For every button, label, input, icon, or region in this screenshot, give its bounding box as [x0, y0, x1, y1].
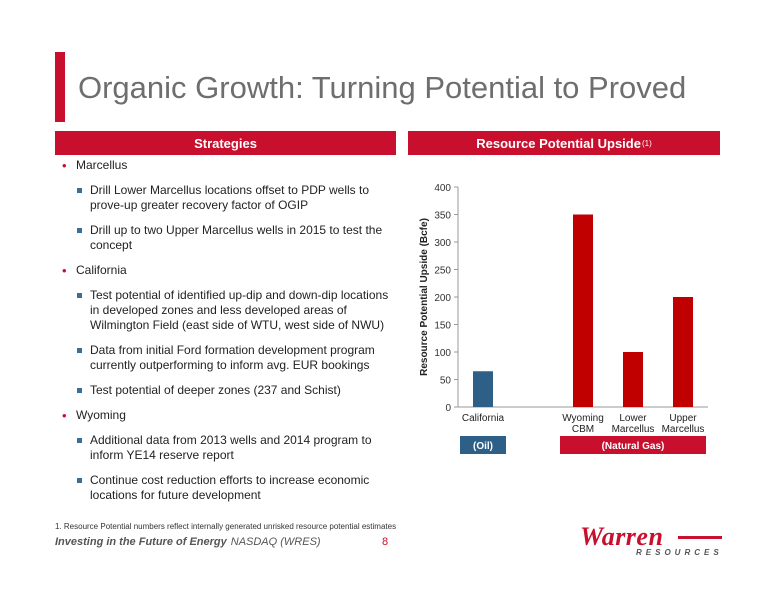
- bullet-dot-icon: •: [62, 263, 67, 278]
- strategies-list: • Marcellus Drill Lower Marcellus locati…: [62, 158, 392, 513]
- x-tick-label: California: [462, 413, 505, 424]
- sub-bullet-text: Test potential of deeper zones (237 and …: [90, 383, 341, 397]
- page-number: 8: [382, 536, 389, 548]
- logo-swoosh: [678, 536, 722, 539]
- bullet-dot-icon: •: [62, 158, 67, 173]
- logo-subtitle: RESOURCES: [636, 548, 723, 557]
- sub-bullet: Data from initial Ford formation develop…: [62, 343, 392, 373]
- strategies-header-label: Strategies: [194, 135, 257, 151]
- resource-header: Resource Potential Upside (1): [408, 131, 720, 155]
- x-tick-label: Marcellus: [612, 424, 655, 435]
- group-label: (Oil): [473, 441, 493, 452]
- square-bullet-icon: [77, 293, 82, 298]
- sub-bullet: Test potential of identified up-dip and …: [62, 288, 392, 333]
- logo-name: Warren: [580, 522, 664, 551]
- square-bullet-icon: [77, 438, 82, 443]
- ticker-text: NASDAQ (WRES): [230, 536, 321, 548]
- bar: [673, 297, 693, 407]
- bullet-label: Marcellus: [76, 158, 128, 172]
- bar: [473, 371, 493, 407]
- sub-bullet-text: Drill Lower Marcellus locations offset t…: [90, 183, 369, 212]
- square-bullet-icon: [77, 478, 82, 483]
- y-tick-label: 200: [434, 293, 451, 304]
- x-tick-label: Wyoming: [562, 413, 604, 424]
- group-label: (Natural Gas): [602, 441, 665, 452]
- title-accent-bar: [55, 52, 65, 122]
- sub-bullet: Drill up to two Upper Marcellus wells in…: [62, 223, 392, 253]
- sub-bullet-text: Continue cost reduction efforts to incre…: [90, 473, 370, 502]
- sub-bullet-text: Drill up to two Upper Marcellus wells in…: [90, 223, 383, 252]
- tagline-text: Investing in the Future of Energy: [55, 536, 227, 548]
- square-bullet-icon: [77, 388, 82, 393]
- footer-tagline: Investing in the Future of Energy NASDAQ …: [55, 536, 321, 548]
- sub-bullet-text: Data from initial Ford formation develop…: [90, 343, 375, 372]
- resource-potential-chart: 0 50 100 150 200 250 300 350 400 Resource Potenti…: [408, 175, 720, 465]
- y-tick-label: 50: [440, 376, 452, 387]
- sub-bullet: Additional data from 2013 wells and 2014…: [62, 433, 392, 463]
- bullet-marcellus: • Marcellus: [62, 158, 392, 173]
- y-tick-label: 0: [445, 403, 451, 414]
- bullet-label: California: [76, 263, 127, 277]
- bullet-california: • California: [62, 263, 392, 278]
- y-tick-label: 300: [434, 238, 451, 249]
- bullet-label: Wyoming: [76, 408, 126, 422]
- sub-bullet: Continue cost reduction efforts to incre…: [62, 473, 392, 503]
- resource-header-footnote-ref: (1): [641, 138, 652, 148]
- y-axis-title: Resource Potential Upside (Bcfe): [419, 218, 430, 376]
- x-tick-label: Upper: [669, 413, 697, 424]
- sub-bullet-text: Test potential of identified up-dip and …: [90, 288, 389, 332]
- y-tick-label: 250: [434, 266, 451, 277]
- group-box: [560, 436, 706, 454]
- x-tick-label: Marcellus: [662, 424, 705, 435]
- sub-bullet: Drill Lower Marcellus locations offset t…: [62, 183, 392, 213]
- square-bullet-icon: [77, 188, 82, 193]
- warren-resources-logo: Warren RESOURCES: [580, 524, 725, 560]
- resource-header-label: Resource Potential Upside: [476, 135, 641, 151]
- y-tick-label: 400: [434, 183, 451, 194]
- resource-potential-chart-svg: 0 50 100 150 200 250 300 350 400 Resource Potenti…: [419, 183, 708, 454]
- y-tick-label: 350: [434, 211, 451, 222]
- sub-bullet-text: Additional data from 2013 wells and 2014…: [90, 433, 372, 462]
- bar: [573, 214, 593, 407]
- footnote: 1. Resource Potential numbers reflect in…: [55, 522, 397, 531]
- x-tick-label: CBM: [572, 424, 594, 435]
- bullet-wyoming: • Wyoming: [62, 408, 392, 423]
- strategies-header: Strategies: [55, 131, 396, 155]
- x-tick-label: Lower: [619, 413, 647, 424]
- square-bullet-icon: [77, 228, 82, 233]
- y-tick-label: 100: [434, 348, 451, 359]
- group-box: [460, 436, 506, 454]
- slide-title: Organic Growth: Turning Potential to Pro…: [78, 70, 687, 105]
- square-bullet-icon: [77, 348, 82, 353]
- y-tick-label: 150: [434, 321, 451, 332]
- bar: [623, 352, 643, 407]
- bullet-dot-icon: •: [62, 408, 67, 423]
- sub-bullet: Test potential of deeper zones (237 and …: [62, 383, 392, 398]
